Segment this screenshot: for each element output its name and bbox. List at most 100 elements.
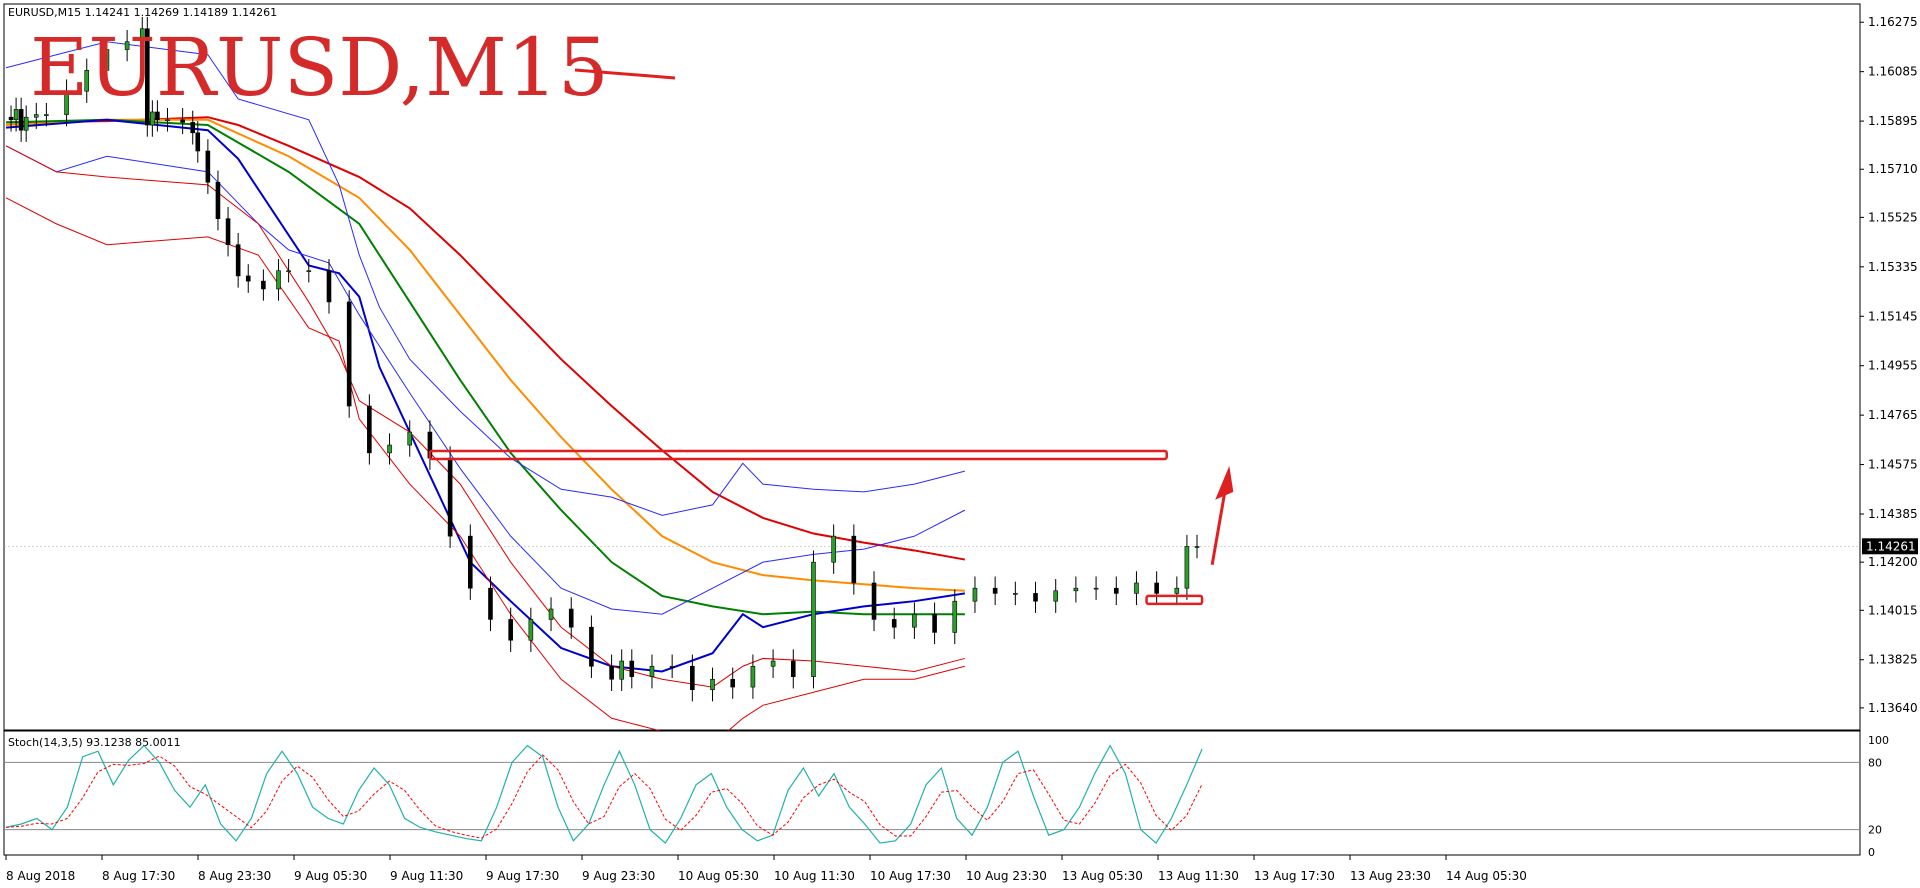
candle-body xyxy=(932,613,937,633)
candle-body xyxy=(811,561,816,677)
candle-body xyxy=(467,535,473,589)
price-tick-label: 1.14955 xyxy=(1868,359,1918,373)
candle-body xyxy=(165,119,170,122)
up-arrow-shaft xyxy=(1210,489,1227,566)
price-tick-label: 1.14015 xyxy=(1868,603,1918,617)
time-tick-label: 10 Aug 11:30 xyxy=(774,869,855,883)
candle-body xyxy=(155,111,160,121)
candle-body xyxy=(1053,590,1059,602)
current-price-tag-background xyxy=(1862,538,1918,555)
candle-body xyxy=(972,587,978,602)
candle-body xyxy=(1033,593,1038,602)
candle-body xyxy=(1113,587,1119,594)
price-panel xyxy=(3,3,1861,731)
price-candles xyxy=(8,17,1200,702)
time-tick-label: 10 Aug 05:30 xyxy=(678,869,759,883)
symbol-watermark: EURUSD,M15 xyxy=(30,21,609,114)
candle-body xyxy=(139,28,145,43)
price-tick-label: 1.14765 xyxy=(1868,408,1918,422)
candle-body xyxy=(447,457,453,537)
time-tick-label: 10 Aug 23:30 xyxy=(966,869,1047,883)
candle-body xyxy=(891,619,897,628)
price-tick-label: 1.14575 xyxy=(1868,458,1918,472)
candle-body xyxy=(548,608,554,620)
candle-body xyxy=(730,678,736,688)
candle-body xyxy=(1184,546,1190,589)
price-tick-label: 1.16275 xyxy=(1868,15,1918,29)
time-tick-label: 13 Aug 11:30 xyxy=(1158,869,1239,883)
candle-body xyxy=(346,301,352,407)
annotations xyxy=(428,68,1234,606)
candle-body xyxy=(770,660,776,667)
stochastic-axis: 100 80 20 0 xyxy=(1868,734,1889,859)
stochastic-lines xyxy=(4,744,1860,844)
stochastic-signal-line xyxy=(5,754,1203,839)
candle-body xyxy=(528,619,534,641)
candle-body xyxy=(306,270,312,273)
candle-body xyxy=(64,90,69,115)
indicator-line xyxy=(5,145,965,688)
candle-body xyxy=(195,132,201,152)
candle-body xyxy=(44,114,49,116)
indicator-lines xyxy=(4,41,1860,745)
candle-body xyxy=(508,619,513,641)
candle-body xyxy=(710,678,715,690)
current-price-label: 1.14261 xyxy=(1866,539,1916,553)
candle-body xyxy=(750,665,756,688)
indicator-line xyxy=(5,145,966,615)
candle-body xyxy=(629,660,635,677)
stochastic-tick-label: 80 xyxy=(1868,756,1882,769)
price-tick-label: 1.14385 xyxy=(1868,507,1918,521)
stochastic-tick-label: 0 xyxy=(1868,846,1875,859)
candle-body xyxy=(1013,593,1018,595)
time-tick-label: 8 Aug 23:30 xyxy=(198,869,271,883)
candle-body xyxy=(205,150,211,183)
candle-body xyxy=(1194,546,1200,548)
stochastic-panel-background xyxy=(3,730,1861,856)
time-tick-label: 8 Aug 17:30 xyxy=(102,869,175,883)
candle-body xyxy=(1073,587,1079,592)
time-tick-label: 14 Aug 05:30 xyxy=(1446,869,1527,883)
candle-body xyxy=(387,444,392,454)
candle-body xyxy=(326,270,332,303)
time-tick-label: 13 Aug 23:30 xyxy=(1350,869,1431,883)
price-tick-label: 1.15525 xyxy=(1868,210,1918,224)
candle-body xyxy=(690,665,695,690)
stochastic-tick-label: 20 xyxy=(1868,824,1882,837)
candle-body xyxy=(190,122,196,134)
price-tick-label: 1.14200 xyxy=(1868,555,1918,569)
candle-body xyxy=(488,587,493,620)
indicator-line xyxy=(5,118,965,592)
candle-body xyxy=(1174,587,1180,594)
candle-body xyxy=(145,28,150,126)
candle-body xyxy=(589,626,594,667)
time-tick-label: 8 Aug 2018 xyxy=(6,869,75,883)
indicator-line xyxy=(5,116,966,561)
time-tick-label: 13 Aug 05:30 xyxy=(1062,869,1143,883)
price-tick-label: 1.15145 xyxy=(1868,309,1918,323)
price-tick-label: 1.13825 xyxy=(1868,653,1918,667)
candle-body xyxy=(568,608,574,628)
symbol-header: EURUSD,M15 1.14241 1.14269 1.14189 1.142… xyxy=(8,6,277,19)
candle-body xyxy=(245,275,251,282)
stochastic-label: Stoch(14,3,5) 93.1238 85.0011 xyxy=(8,736,181,749)
watermark-underline xyxy=(574,68,676,80)
candle-body xyxy=(1093,587,1099,590)
candle-body xyxy=(261,280,266,290)
candle-body xyxy=(124,41,130,50)
time-tick-label: 9 Aug 17:30 xyxy=(486,869,559,883)
time-axis: 8 Aug 2018 8 Aug 17:30 8 Aug 23:30 9 Aug 05… xyxy=(5,855,1527,883)
candle-body xyxy=(33,114,39,118)
candle-body xyxy=(669,665,675,668)
candle-body xyxy=(367,405,372,454)
candle-body xyxy=(235,244,241,277)
stochastic-tick-label: 100 xyxy=(1868,734,1889,747)
price-axis: 1.16275 1.16085 1.15895 1.15710 1.15525 1.153… xyxy=(1860,15,1918,715)
candle-body xyxy=(831,535,836,563)
candle-body xyxy=(992,587,998,594)
candle-body xyxy=(649,665,655,677)
candle-body xyxy=(1154,582,1159,594)
candle-body xyxy=(225,218,231,245)
candle-body xyxy=(8,116,14,121)
